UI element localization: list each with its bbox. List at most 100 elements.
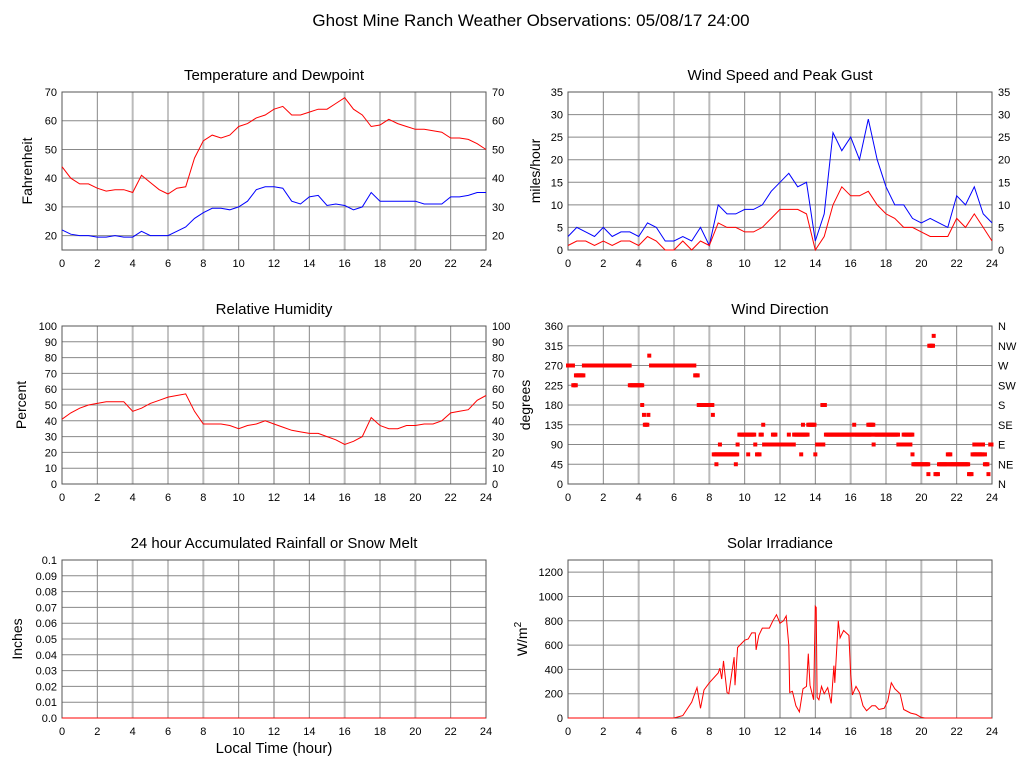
x-tick-label: 24 <box>480 258 492 270</box>
y-tick-label: 0.03 <box>36 666 57 678</box>
wind-speed-line <box>567 185 993 252</box>
right-tick-label: 25 <box>998 132 1010 144</box>
solar-irradiance-line <box>568 604 992 719</box>
x-tick-label: 0 <box>565 492 571 504</box>
wind-direction-point <box>910 432 915 437</box>
chart-title: Wind Direction <box>731 301 829 318</box>
wind-direction-point <box>896 432 901 437</box>
y-tick-label: 45 <box>551 459 563 471</box>
x-tick-label: 20 <box>409 726 421 738</box>
y-axis-label: W/m2 <box>513 621 530 656</box>
right-tick-label: SW <box>998 380 1016 392</box>
x-tick-label: 18 <box>880 726 892 738</box>
x-tick-label: 16 <box>339 258 351 270</box>
x-tick-label: 12 <box>268 258 280 270</box>
wind-direction-point <box>753 442 758 447</box>
wind-direction-point <box>641 412 646 417</box>
x-tick-label: 16 <box>845 726 857 738</box>
y-axis-label: Inches <box>9 618 25 659</box>
x-tick-label: 2 <box>94 492 100 504</box>
wind-direction-point <box>791 442 796 447</box>
y-axis-label: Percent <box>13 381 29 429</box>
x-tick-label: 2 <box>600 492 606 504</box>
x-tick-label: 4 <box>636 492 642 504</box>
y-tick-label: 600 <box>545 640 563 652</box>
wind-direction-point <box>646 412 651 417</box>
x-tick-label: 2 <box>600 726 606 738</box>
x-tick-label: 24 <box>986 258 998 270</box>
x-tick-label: 24 <box>480 726 492 738</box>
x-tick-label: 22 <box>445 258 457 270</box>
y-tick-label: 0.01 <box>36 697 57 709</box>
y-axis-label: degrees <box>517 380 533 431</box>
wind-direction-point <box>581 373 586 378</box>
x-tick-label: 16 <box>845 258 857 270</box>
x-tick-label: 0 <box>59 726 65 738</box>
y-tick-label: 90 <box>45 337 57 349</box>
x-tick-label: 8 <box>200 726 206 738</box>
x-tick-label: 12 <box>268 726 280 738</box>
x-tick-label: 12 <box>774 258 786 270</box>
right-tick-label: 20 <box>998 155 1010 167</box>
x-tick-label: 12 <box>268 492 280 504</box>
y-tick-label: 135 <box>545 420 563 432</box>
y-tick-label: 70 <box>45 368 57 380</box>
x-tick-label: 2 <box>600 258 606 270</box>
x-tick-label: 24 <box>986 726 998 738</box>
wind-direction-point <box>735 442 740 447</box>
x-tick-label: 14 <box>303 492 315 504</box>
y-tick-label: 50 <box>45 400 57 412</box>
right-tick-label: 50 <box>492 400 504 412</box>
x-tick-label: 20 <box>915 258 927 270</box>
y-tick-label: 10 <box>551 200 563 212</box>
wind-direction-point <box>852 422 857 427</box>
wind-direction-point <box>570 363 575 368</box>
wind-direction-point <box>871 422 876 427</box>
wind-direction-point <box>930 343 935 348</box>
wind-direction-point <box>695 373 700 378</box>
x-tick-label: 0 <box>59 258 65 270</box>
wind-direction-point <box>773 432 778 437</box>
right-tick-label: 90 <box>492 337 504 349</box>
x-tick-label: 22 <box>951 258 963 270</box>
wind-direction-point <box>799 452 804 457</box>
x-tick-label: 18 <box>880 492 892 504</box>
plot-frame <box>61 91 487 251</box>
x-axis-label: Local Time (hour) <box>216 740 333 757</box>
right-tick-label: 20 <box>492 447 504 459</box>
x-tick-label: 22 <box>951 726 963 738</box>
right-tick-label: 60 <box>492 116 504 128</box>
x-tick-label: 4 <box>130 492 136 504</box>
x-tick-label: 0 <box>565 726 571 738</box>
wind-direction-point <box>980 442 985 447</box>
solar-irradiance-chart: 0 2 4 6 8 10 12 14 16 18 20 22 240200400600800100012… <box>513 535 998 738</box>
wind-direction-point <box>805 432 810 437</box>
y-tick-label: 30 <box>45 432 57 444</box>
wind-direction-point <box>869 432 874 437</box>
x-tick-label: 0 <box>59 492 65 504</box>
x-tick-label: 20 <box>915 726 927 738</box>
x-tick-label: 4 <box>636 258 642 270</box>
y-axis-label-superscript: 2 <box>513 621 524 627</box>
y-tick-label: 0.06 <box>36 618 57 630</box>
y-tick-label: 0.0 <box>42 713 57 725</box>
wind-direction-point <box>627 363 632 368</box>
wind-direction-point <box>948 452 953 457</box>
x-tick-label: 6 <box>165 726 171 738</box>
x-tick-label: 14 <box>809 492 821 504</box>
y-tick-label: 25 <box>551 132 563 144</box>
wind-direction-series <box>566 333 994 477</box>
right-tick-label: 20 <box>492 231 504 243</box>
y-tick-label: 70 <box>45 87 57 99</box>
wind-direction-point <box>757 452 762 457</box>
x-tick-label: 8 <box>200 258 206 270</box>
x-tick-label: 2 <box>94 258 100 270</box>
plot-frame <box>567 91 993 251</box>
x-tick-label: 18 <box>880 258 892 270</box>
wind-direction-point <box>710 412 715 417</box>
y-tick-label: 20 <box>45 231 57 243</box>
wind-direction-point <box>908 442 913 447</box>
y-tick-label: 35 <box>551 87 563 99</box>
y-tick-label: 0.09 <box>36 571 57 583</box>
wind-direction-point <box>821 442 826 447</box>
